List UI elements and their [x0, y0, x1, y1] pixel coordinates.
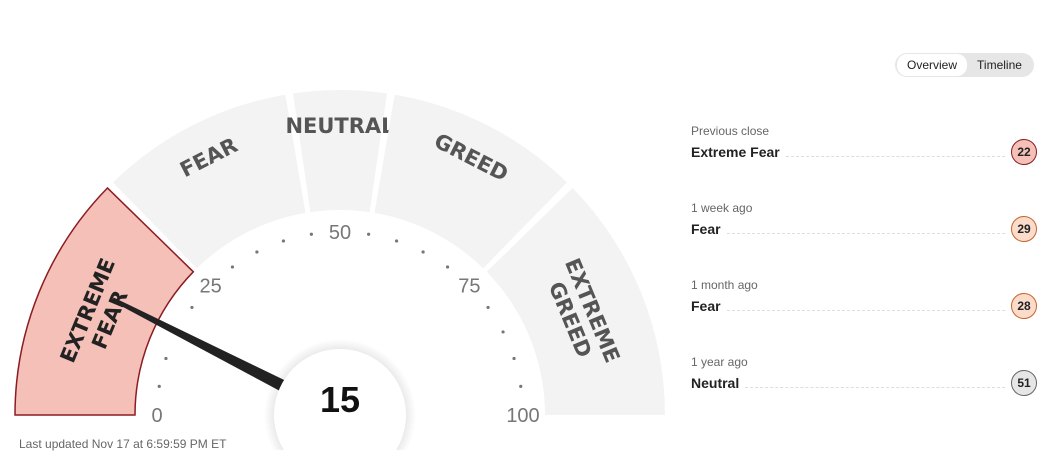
tick-dot: [445, 265, 450, 269]
gauge-segment: [112, 94, 306, 269]
history-rating: Fear: [691, 298, 721, 314]
history-rating: Neutral: [691, 375, 740, 391]
tick-dot: [190, 305, 194, 310]
history-period: 1 month ago: [691, 278, 758, 292]
history-value-badge: 22: [1011, 139, 1037, 165]
gauge-hub: [274, 349, 407, 450]
tick-dot: [367, 232, 371, 236]
tick-dot: [519, 384, 523, 388]
gauge-needle: [111, 297, 292, 395]
tick-label: 50: [329, 222, 351, 244]
gauge-segment: [293, 90, 387, 213]
segment-label: NEUTRAL: [285, 114, 394, 138]
tick-dot: [501, 330, 505, 334]
divider: [785, 148, 1005, 157]
gauge-segment: [14, 186, 195, 416]
history-value-badge: 51: [1011, 370, 1037, 396]
tick-dot: [512, 356, 516, 361]
history-value-badge: 28: [1011, 293, 1037, 319]
segment-label-line: NEUTRAL: [285, 114, 394, 138]
tick-dot: [255, 250, 259, 254]
gauge-value: 15: [320, 379, 360, 420]
gauge-segment: [486, 187, 665, 415]
tick-dot: [309, 232, 313, 236]
tick-dot: [421, 250, 425, 254]
tick-dot: [394, 239, 399, 243]
gauge-segment: [374, 94, 568, 269]
tick-label: 100: [506, 405, 539, 427]
view-toggle: Overview Timeline: [895, 53, 1034, 77]
history-item: 1 month ago Fear 28: [691, 278, 1037, 319]
tick-label: 0: [151, 405, 162, 427]
tab-timeline[interactable]: Timeline: [977, 58, 1022, 72]
tick-label: 75: [458, 276, 480, 298]
divider: [726, 225, 1005, 234]
history-period: 1 year ago: [691, 355, 748, 369]
history-period: Previous close: [691, 124, 770, 138]
tick-dot: [281, 239, 286, 243]
divider: [745, 379, 1005, 388]
history-rating: Fear: [691, 221, 721, 237]
tick-dot: [157, 384, 161, 388]
history-value-badge: 29: [1011, 216, 1037, 242]
tick-dot: [486, 305, 490, 310]
tick-dot: [164, 356, 168, 361]
last-updated: Last updated Nov 17 at 6:59:59 PM ET: [19, 437, 227, 451]
history-period: 1 week ago: [691, 201, 753, 215]
history-rating: Extreme Fear: [691, 144, 780, 160]
history-item: 1 year ago Neutral 51: [691, 355, 1037, 396]
history-item: Previous close Extreme Fear 22: [691, 124, 1037, 165]
tick-label: 25: [199, 276, 221, 298]
divider: [726, 302, 1005, 311]
tick-dot: [230, 265, 235, 269]
history-item: 1 week ago Fear 29: [691, 201, 1037, 242]
tab-overview[interactable]: Overview: [897, 54, 968, 76]
